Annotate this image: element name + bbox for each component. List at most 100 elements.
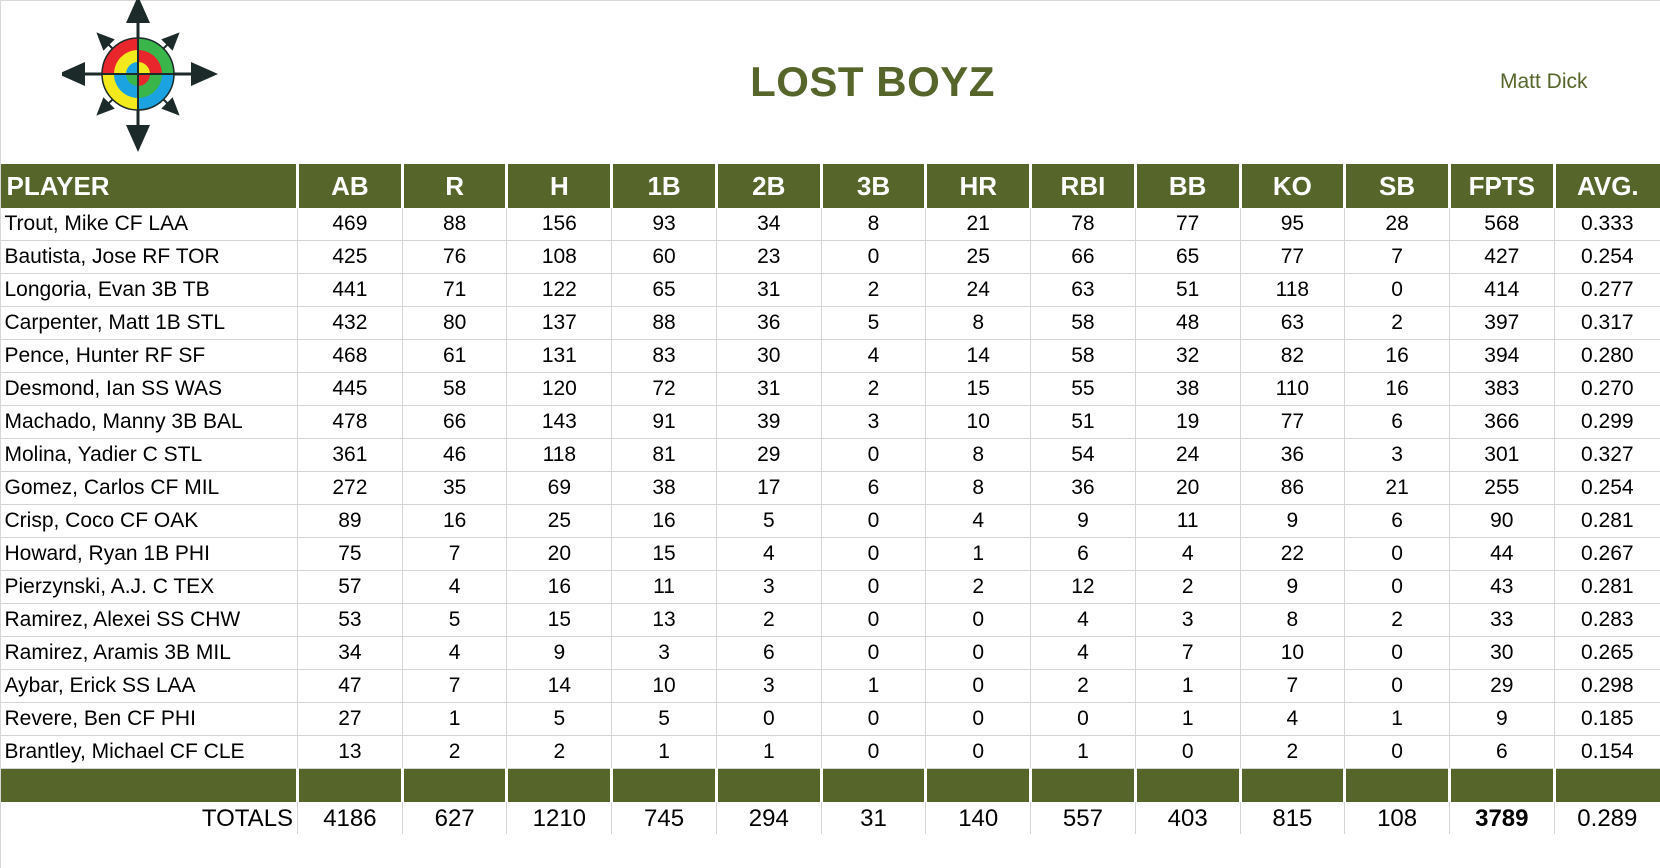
- stat-cell-ko: 2: [1239, 735, 1345, 769]
- stat-cell-ab: 34: [297, 636, 403, 670]
- divider-cell: [400, 768, 507, 802]
- divider-cell: [924, 768, 1031, 802]
- total-bb: 403: [1134, 802, 1241, 834]
- stat-cell-bb: 24: [1134, 438, 1241, 472]
- stat-cell-2b: 30: [715, 339, 822, 373]
- stat-cell-r: 35: [401, 471, 507, 505]
- stat-cell-r: 76: [401, 240, 507, 274]
- table-row: Longoria, Evan 3B TB 441 71 122 65 31 2 24 63 51 1…: [0, 273, 1660, 307]
- divider-cell: [1447, 768, 1555, 802]
- stat-cell-h: 20: [506, 537, 612, 571]
- stat-cell-h: 120: [506, 372, 612, 406]
- table-row: Brantley, Michael CF CLE 13 2 2 1 1 0 0 1 0 2 0 6 0.1…: [0, 735, 1660, 769]
- player-name-cell: Pence, Hunter RF SF: [0, 339, 298, 373]
- stat-cell-sb: 1: [1344, 702, 1450, 736]
- stat-cell-1b: 11: [611, 570, 717, 604]
- stat-cell-sb: 16: [1344, 372, 1450, 406]
- stat-cell-rbi: 6: [1030, 537, 1136, 571]
- stat-cell-fpts: 44: [1448, 537, 1555, 571]
- stat-cell-fpts: 43: [1448, 570, 1555, 604]
- stat-cell-bb: 48: [1134, 306, 1241, 340]
- stat-cell-ko: 82: [1239, 339, 1345, 373]
- stat-cell-r: 1: [401, 702, 507, 736]
- stat-cell-3b: 0: [820, 240, 926, 274]
- stat-cell-3b: 0: [820, 702, 926, 736]
- stat-cell-avg: 0.265: [1553, 636, 1660, 670]
- divider-cell: [0, 768, 298, 802]
- column-header-ab: AB: [296, 164, 403, 208]
- stat-cell-2b: 31: [715, 372, 822, 406]
- stat-cell-rbi: 36: [1030, 471, 1136, 505]
- stat-cell-ko: 63: [1239, 306, 1345, 340]
- page-border-top: [0, 0, 1660, 1]
- column-header-h: H: [505, 164, 612, 208]
- stat-cell-bb: 32: [1134, 339, 1241, 373]
- divider-cell: [714, 768, 822, 802]
- stat-cell-bb: 3: [1134, 603, 1241, 637]
- total-fpts: 3789: [1448, 802, 1555, 834]
- stat-cell-h: 25: [506, 504, 612, 538]
- stat-cell-fpts: 29: [1448, 669, 1555, 703]
- stat-cell-bb: 11: [1134, 504, 1241, 538]
- table-row: Aybar, Erick SS LAA 47 7 14 10 3 1 0 2 1 7 0 29 0.298: [0, 669, 1660, 703]
- stat-cell-sb: 0: [1344, 636, 1450, 670]
- stat-cell-fpts: 90: [1448, 504, 1555, 538]
- player-name-cell: Machado, Manny 3B BAL: [0, 405, 298, 439]
- stat-cell-r: 5: [401, 603, 507, 637]
- stat-cell-3b: 2: [820, 273, 926, 307]
- stat-cell-hr: 25: [925, 240, 1031, 274]
- stat-cell-avg: 0.154: [1553, 735, 1660, 769]
- stat-cell-1b: 91: [611, 405, 717, 439]
- stat-cell-ko: 95: [1239, 208, 1345, 241]
- stat-cell-h: 118: [506, 438, 612, 472]
- stat-cell-ko: 118: [1239, 273, 1345, 307]
- divider-cell: [505, 768, 612, 802]
- table-row: Bautista, Jose RF TOR 425 76 108 60 23 0 25 66 65…: [0, 240, 1660, 274]
- table-row: Molina, Yadier C STL 361 46 118 81 29 0 8 54 24 36…: [0, 438, 1660, 472]
- divider-cell: [1133, 768, 1241, 802]
- stat-cell-ab: 13: [297, 735, 403, 769]
- stat-cell-ko: 9: [1239, 570, 1345, 604]
- compass-rose-icon: [62, 0, 218, 152]
- stat-cell-2b: 36: [715, 306, 822, 340]
- stat-cell-r: 7: [401, 669, 507, 703]
- stat-cell-hr: 0: [925, 702, 1031, 736]
- total-hr: 140: [925, 802, 1031, 834]
- stat-cell-avg: 0.277: [1553, 273, 1660, 307]
- total-3b: 31: [820, 802, 926, 834]
- player-name-cell: Howard, Ryan 1B PHI: [0, 537, 298, 571]
- total-avg: 0.289: [1553, 802, 1660, 834]
- stat-cell-hr: 21: [925, 208, 1031, 241]
- stat-cell-avg: 0.333: [1553, 208, 1660, 241]
- stat-cell-rbi: 58: [1030, 339, 1136, 373]
- stat-cell-avg: 0.283: [1553, 603, 1660, 637]
- table-row: Pence, Hunter RF SF 468 61 131 83 30 4 14 58 32 82…: [0, 339, 1660, 373]
- stat-cell-rbi: 51: [1030, 405, 1136, 439]
- stat-cell-avg: 0.185: [1553, 702, 1660, 736]
- stat-cell-rbi: 78: [1030, 208, 1136, 241]
- column-header-avg: AVG.: [1552, 164, 1660, 208]
- column-header-player: PLAYER: [0, 164, 298, 208]
- stat-cell-3b: 1: [820, 669, 926, 703]
- stat-cell-ab: 445: [297, 372, 403, 406]
- stat-cell-fpts: 414: [1448, 273, 1555, 307]
- stat-cell-3b: 2: [820, 372, 926, 406]
- total-sb: 108: [1344, 802, 1450, 834]
- stat-cell-avg: 0.267: [1553, 537, 1660, 571]
- divider-cell: [1343, 768, 1450, 802]
- player-name-cell: Molina, Yadier C STL: [0, 438, 298, 472]
- divider-cell: [819, 768, 926, 802]
- stat-cell-sb: 2: [1344, 306, 1450, 340]
- column-header-fpts: FPTS: [1447, 164, 1555, 208]
- stat-cell-hr: 8: [925, 471, 1031, 505]
- stat-cell-hr: 15: [925, 372, 1031, 406]
- column-header-ko: KO: [1238, 164, 1345, 208]
- stat-cell-ab: 478: [297, 405, 403, 439]
- owner-name: Matt Dick: [1500, 70, 1588, 93]
- stat-cell-rbi: 4: [1030, 636, 1136, 670]
- stat-cell-bb: 19: [1134, 405, 1241, 439]
- stat-cell-h: 122: [506, 273, 612, 307]
- stat-cell-fpts: 301: [1448, 438, 1555, 472]
- stat-cell-avg: 0.280: [1553, 339, 1660, 373]
- column-header-3b: 3B: [819, 164, 926, 208]
